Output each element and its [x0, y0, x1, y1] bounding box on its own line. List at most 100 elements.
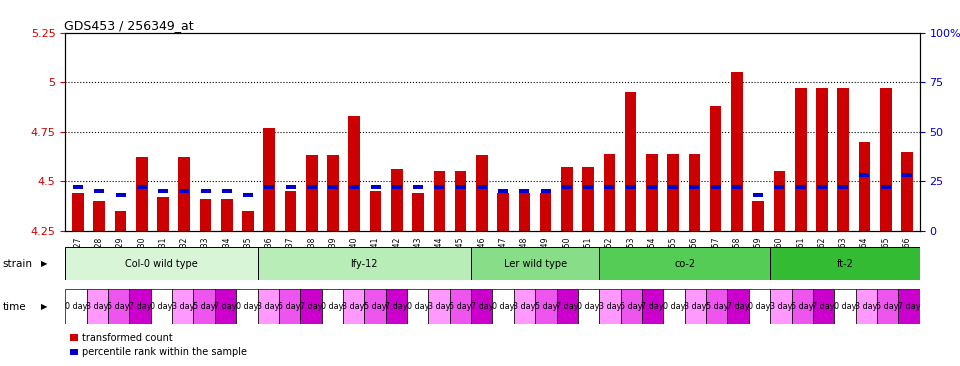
Text: 3 day: 3 day [86, 302, 108, 311]
Text: 7 day: 7 day [812, 302, 835, 311]
Bar [327, 156, 339, 231]
Text: 0 day: 0 day [492, 302, 515, 311]
Bar [471, 289, 492, 324]
Text: 3 day: 3 day [514, 302, 536, 311]
Text: strain: strain [3, 258, 33, 269]
Bar [412, 193, 424, 231]
Bar [795, 88, 806, 231]
Bar [859, 173, 870, 178]
Bar [201, 189, 210, 193]
Bar [285, 191, 297, 231]
Bar [136, 157, 148, 231]
Bar [242, 211, 253, 231]
Bar [775, 185, 784, 189]
Bar [838, 185, 848, 189]
Bar [540, 189, 551, 193]
Bar [709, 106, 722, 231]
Bar [880, 185, 891, 189]
Bar [193, 289, 215, 324]
Bar [386, 289, 407, 324]
Text: 7 day: 7 day [129, 302, 152, 311]
Text: 7 day: 7 day [556, 302, 579, 311]
Bar [222, 189, 231, 193]
Text: ▶: ▶ [41, 302, 48, 311]
Text: 5 day: 5 day [791, 302, 813, 311]
Text: 3 day: 3 day [428, 302, 450, 311]
Bar [391, 169, 402, 231]
Bar [151, 289, 172, 324]
Bar [561, 167, 573, 231]
Bar [371, 185, 380, 189]
Bar [710, 185, 721, 189]
Text: 5 day: 5 day [449, 302, 471, 311]
Bar [749, 289, 770, 324]
Bar [158, 189, 168, 193]
Text: 3 day: 3 day [599, 302, 621, 311]
Bar [668, 185, 678, 189]
Bar [497, 193, 509, 231]
Bar [130, 289, 151, 324]
Bar [667, 153, 679, 231]
Text: 5 day: 5 day [364, 302, 386, 311]
Text: 0 day: 0 day [235, 302, 258, 311]
Bar [449, 289, 471, 324]
Bar [349, 185, 359, 189]
Bar [902, 173, 912, 178]
Text: Ler wild type: Ler wild type [504, 258, 566, 269]
Bar [604, 153, 615, 231]
Bar [200, 199, 211, 231]
Bar [215, 289, 236, 324]
Text: 7 day: 7 day [470, 302, 493, 311]
Bar [770, 289, 791, 324]
Bar [306, 156, 318, 231]
Text: 5 day: 5 day [620, 302, 642, 311]
Text: 0 day: 0 day [833, 302, 856, 311]
Bar [540, 193, 551, 231]
Text: 5 day: 5 day [108, 302, 130, 311]
Bar [492, 289, 514, 324]
Text: lfy-12: lfy-12 [350, 258, 378, 269]
Text: 3 day: 3 day [855, 302, 877, 311]
Bar [476, 156, 488, 231]
Bar [137, 185, 147, 189]
Bar [578, 289, 599, 324]
Text: 3 day: 3 day [684, 302, 707, 311]
Bar [257, 289, 278, 324]
Bar [770, 247, 920, 280]
Text: 0 day: 0 day [150, 302, 173, 311]
Bar [732, 72, 743, 231]
Text: 0 day: 0 day [748, 302, 771, 311]
Bar [434, 171, 445, 231]
Bar [518, 193, 530, 231]
Bar [626, 185, 636, 189]
Text: 5 day: 5 day [706, 302, 728, 311]
Text: 5 day: 5 day [193, 302, 215, 311]
Bar [93, 201, 106, 231]
Text: 3 day: 3 day [343, 302, 365, 311]
Bar [364, 289, 386, 324]
Bar [876, 289, 899, 324]
Bar [243, 193, 253, 197]
Legend: transformed count, percentile rank within the sample: transformed count, percentile rank withi… [70, 333, 247, 358]
Bar [728, 289, 749, 324]
Text: 0 day: 0 day [64, 302, 87, 311]
Text: 3 day: 3 day [257, 302, 279, 311]
Bar [179, 157, 190, 231]
Bar [625, 92, 636, 231]
Bar [599, 247, 770, 280]
Bar [816, 88, 828, 231]
Bar [684, 289, 706, 324]
Bar [413, 185, 423, 189]
Bar [834, 289, 855, 324]
Bar [434, 185, 444, 189]
Text: 7 day: 7 day [300, 302, 323, 311]
Bar [599, 289, 620, 324]
Text: 5 day: 5 day [876, 302, 899, 311]
Bar [257, 247, 471, 280]
Bar [73, 185, 83, 189]
Bar [583, 185, 593, 189]
Bar [236, 289, 257, 324]
Bar [620, 289, 642, 324]
Text: Col-0 wild type: Col-0 wild type [125, 258, 198, 269]
Bar [642, 289, 663, 324]
